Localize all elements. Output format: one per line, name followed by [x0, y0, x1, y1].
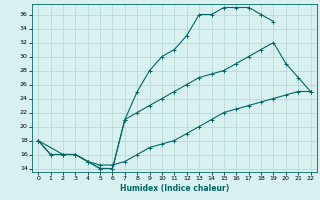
- X-axis label: Humidex (Indice chaleur): Humidex (Indice chaleur): [120, 184, 229, 193]
